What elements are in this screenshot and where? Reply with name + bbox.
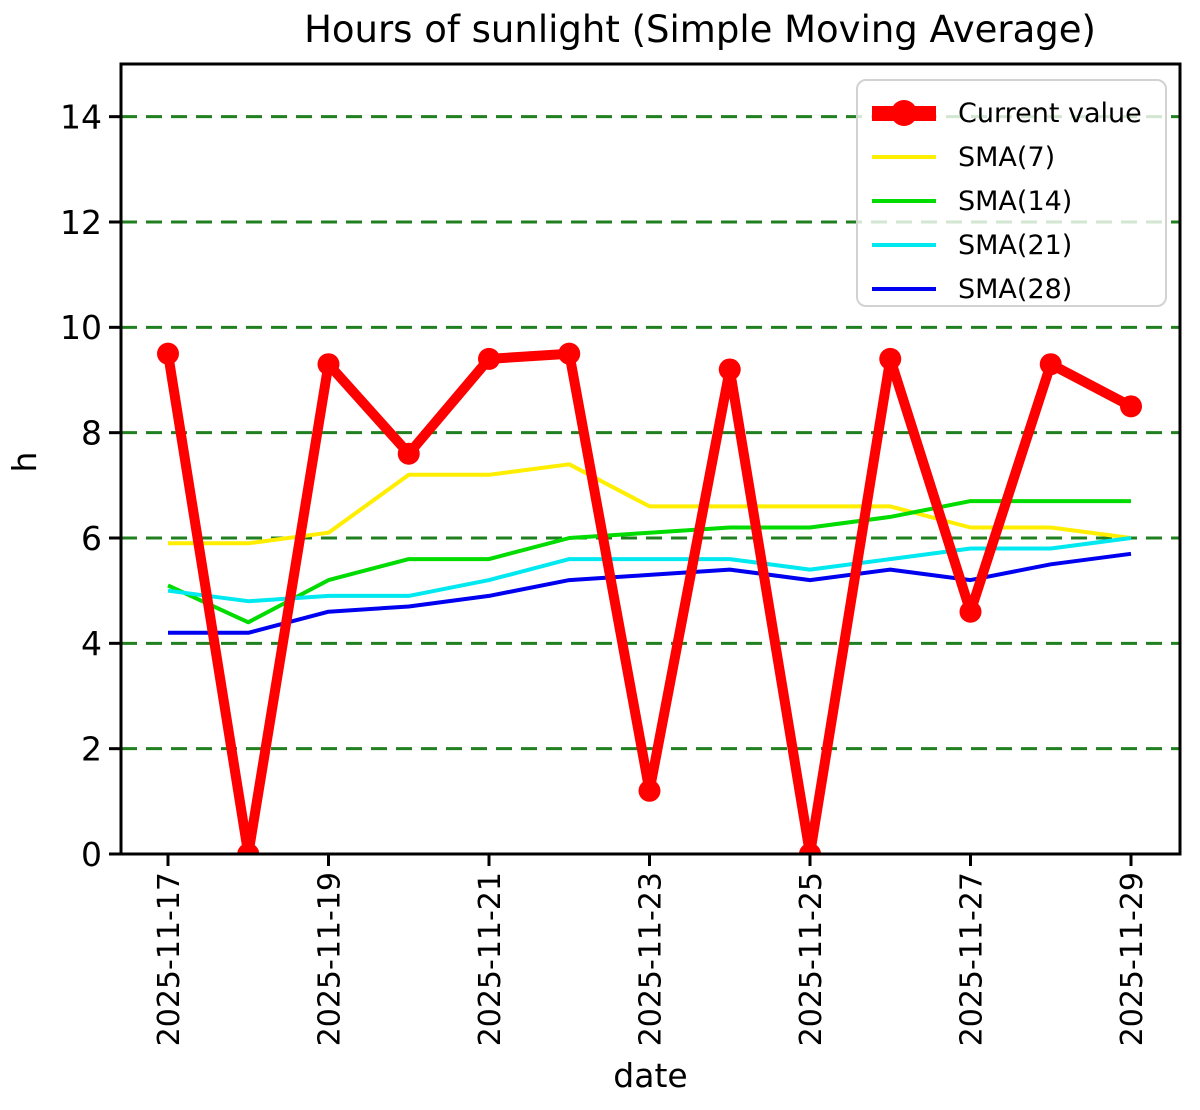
legend-item-sma7: SMA(7) <box>872 135 1165 179</box>
chart-title: Hours of sunlight (Simple Moving Average… <box>50 8 1200 51</box>
y-tick-label: 2 <box>81 730 102 769</box>
legend-line-sample <box>872 199 936 203</box>
data-point <box>157 342 179 365</box>
y-axis-label: h <box>4 451 44 473</box>
y-tick-label: 12 <box>60 203 102 242</box>
series-line-sma-14- <box>167 499 1131 625</box>
data-point <box>959 600 982 623</box>
x-tick-label: 2025-11-27 <box>954 872 989 1046</box>
x-tick-label: 2025-11-29 <box>1115 872 1150 1046</box>
x-tick-label: 2025-11-23 <box>633 872 668 1046</box>
data-point <box>397 442 420 465</box>
y-tick-label: 6 <box>81 519 102 558</box>
y-tick-label: 8 <box>81 414 102 453</box>
legend-item-sma21: SMA(21) <box>872 223 1165 267</box>
data-point <box>237 843 260 854</box>
series-line-current-value <box>163 348 1134 854</box>
data-point <box>638 779 661 802</box>
legend-line-icon <box>872 243 936 247</box>
legend-item-current-value: Current value <box>872 91 1165 135</box>
y-tick-label: 14 <box>60 98 102 137</box>
legend: Current value SMA(7) SMA(14) SMA(21) <box>856 79 1167 307</box>
data-point <box>879 347 902 370</box>
series-line-sma-21- <box>167 536 1132 604</box>
data-point <box>799 843 821 854</box>
y-tick-label: 10 <box>60 308 102 347</box>
legend-line-icon <box>872 199 936 203</box>
x-tick-label: 2025-11-19 <box>312 872 347 1046</box>
legend-line-sample <box>872 155 936 159</box>
legend-item-sma28: SMA(28) <box>872 267 1165 311</box>
series-line-sma-28- <box>168 551 1132 635</box>
y-tick-label: 0 <box>81 835 102 874</box>
data-point <box>718 358 741 381</box>
legend-label: SMA(21) <box>958 229 1073 261</box>
series-line-sma-7- <box>168 462 1132 546</box>
legend-label: SMA(14) <box>958 185 1073 217</box>
legend-line-sample <box>872 287 936 291</box>
legend-marker-icon <box>891 100 917 126</box>
legend-label: Current value <box>958 97 1142 129</box>
legend-line-sample <box>872 243 936 247</box>
x-tick-label: 2025-11-25 <box>794 872 829 1046</box>
legend-label: SMA(28) <box>958 273 1073 305</box>
legend-item-sma14: SMA(14) <box>872 179 1165 223</box>
series-group <box>157 342 1142 854</box>
legend-line-sample <box>872 100 936 126</box>
x-axis-label: date <box>613 1056 688 1095</box>
data-point <box>1120 395 1142 418</box>
chart-title-text: Hours of sunlight (Simple Moving Average… <box>304 8 1096 51</box>
x-tick-label: 2025-11-21 <box>473 872 508 1046</box>
legend-label: SMA(7) <box>958 141 1056 173</box>
data-point <box>558 342 581 365</box>
y-tick-label: 4 <box>81 624 102 663</box>
legend-line-icon <box>872 287 936 291</box>
legend-line-icon <box>872 155 936 159</box>
x-tick-label: 2025-11-17 <box>152 872 187 1046</box>
data-point <box>1039 353 1062 376</box>
data-point <box>317 353 340 376</box>
data-point <box>478 347 500 370</box>
